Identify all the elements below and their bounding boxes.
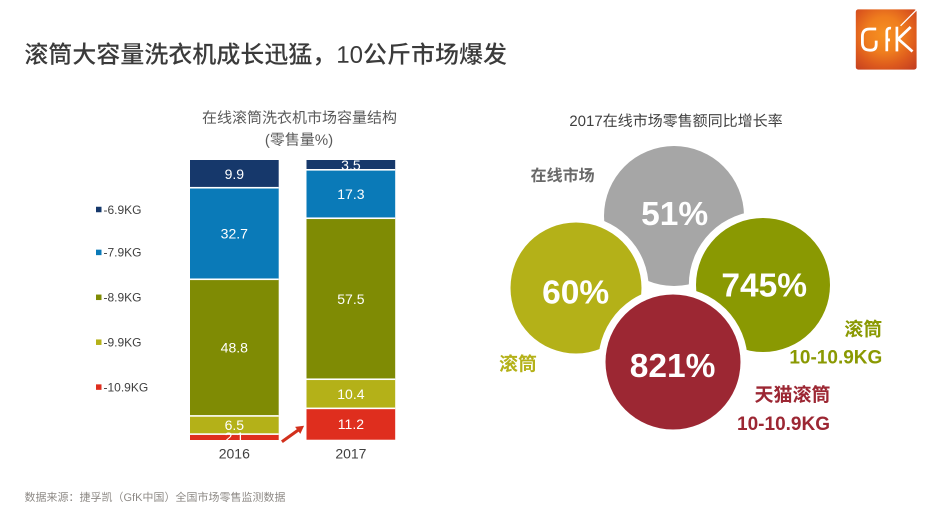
svg-text:11.2: 11.2 <box>338 416 364 432</box>
svg-text:51%: 51% <box>641 196 708 233</box>
svg-text:745%: 745% <box>721 268 807 305</box>
svg-text:17.3: 17.3 <box>337 186 364 202</box>
svg-text:2016: 2016 <box>219 446 250 462</box>
svg-text:60%: 60% <box>542 275 609 312</box>
svg-text:821%: 821% <box>630 348 716 385</box>
svg-text:-6.9KG: -6.9KG <box>104 203 142 217</box>
svg-text:-10.9KG: -10.9KG <box>104 380 149 394</box>
svg-text:-8.9KG: -8.9KG <box>104 291 142 305</box>
svg-text:10.4: 10.4 <box>337 386 364 402</box>
svg-text:9.9: 9.9 <box>225 166 245 182</box>
svg-text:10-10.9KG: 10-10.9KG <box>789 348 882 369</box>
svg-text:3.5: 3.5 <box>341 157 361 173</box>
svg-text:32.7: 32.7 <box>221 226 248 242</box>
svg-text:6.5: 6.5 <box>225 417 245 433</box>
svg-text:57.5: 57.5 <box>337 291 364 307</box>
svg-text:-9.9KG: -9.9KG <box>104 336 142 350</box>
svg-text:2017: 2017 <box>335 446 366 462</box>
svg-text:10-10.9KG: 10-10.9KG <box>737 414 830 435</box>
svg-text:48.8: 48.8 <box>221 340 248 356</box>
svg-text:2.1: 2.1 <box>225 429 245 445</box>
svg-text:-7.9KG: -7.9KG <box>104 246 142 260</box>
